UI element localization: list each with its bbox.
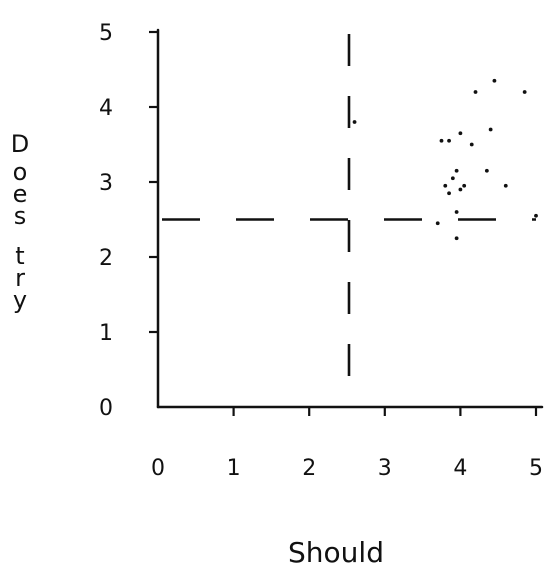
scatter-point xyxy=(458,187,463,192)
scatter-point xyxy=(484,168,489,173)
scatter-point xyxy=(469,142,474,147)
x-tick-label: 3 xyxy=(378,456,392,481)
scatter-point xyxy=(522,90,527,94)
y-axis-label-letter: o xyxy=(13,158,28,186)
x-tick-label: 2 xyxy=(302,456,316,481)
scatter-point xyxy=(454,236,459,241)
y-tick-label: 3 xyxy=(99,171,113,196)
y-axis-label-letter: e xyxy=(13,180,28,208)
y-axis-label-letter: D xyxy=(11,130,29,158)
y-tick-label: 1 xyxy=(99,321,113,346)
scatter-point xyxy=(473,90,478,94)
scatter-point xyxy=(439,138,444,143)
scatter-point xyxy=(352,120,357,124)
x-tick-label: 1 xyxy=(227,456,241,481)
scatter-point xyxy=(462,183,467,188)
scatter-point xyxy=(488,127,493,132)
y-tick-label: 5 xyxy=(99,21,113,46)
x-tick-label: 4 xyxy=(453,456,467,481)
scatter-point xyxy=(503,183,508,188)
y-axis-label-letter: r xyxy=(15,264,25,292)
scatter-point xyxy=(458,131,463,136)
scatter-point xyxy=(492,78,497,83)
x-tick-label: 0 xyxy=(151,456,165,481)
scatter-point xyxy=(447,138,451,143)
y-axis-label-letter: t xyxy=(15,242,24,270)
y-axis-label-letter: y xyxy=(13,286,27,314)
scatter-point xyxy=(454,168,459,173)
y-tick-label: 0 xyxy=(99,396,113,421)
scatter-point xyxy=(450,176,455,181)
scatter-point xyxy=(435,221,440,226)
x-axis-label: Should xyxy=(288,536,384,569)
y-tick-label: 4 xyxy=(99,96,113,121)
y-tick-label: 2 xyxy=(99,246,113,271)
scatter-point xyxy=(447,191,451,196)
y-axis-label-letter: s xyxy=(14,202,27,230)
scatter-point xyxy=(534,213,538,218)
x-tick-label: 5 xyxy=(529,456,543,481)
scatter-point xyxy=(454,210,459,214)
scatter-point xyxy=(443,183,448,188)
